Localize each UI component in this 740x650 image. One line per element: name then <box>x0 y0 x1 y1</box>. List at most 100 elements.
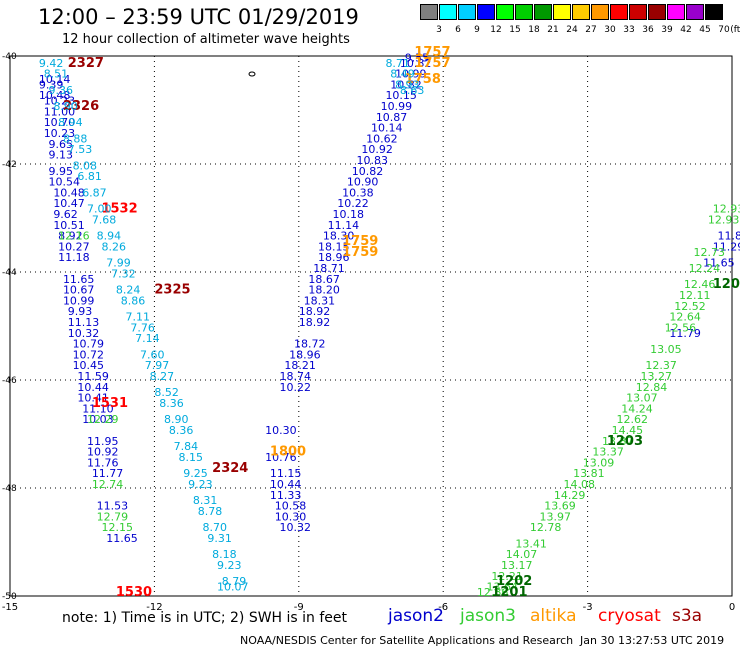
wave-height-label: 7.60 <box>140 348 165 361</box>
wave-height-label: 10.18 <box>332 208 364 221</box>
wave-height-label: 10.92 <box>361 143 393 156</box>
wave-height-label: 10.32 <box>68 327 100 340</box>
wave-height-label: 11.65 <box>703 257 735 270</box>
wave-height-label: 18.74 <box>280 370 312 383</box>
pass-time-label: 1203 <box>607 434 643 449</box>
wave-height-label: 7.00 <box>87 203 112 216</box>
wave-height-label: 6.81 <box>77 170 102 183</box>
x-tick-label: -12 <box>146 602 162 613</box>
y-tick-label: -46 <box>2 376 17 386</box>
wave-height-label: 12.64 <box>669 311 701 324</box>
wave-height-label: 9.42 <box>39 57 64 70</box>
legend-label: 9 <box>474 25 480 35</box>
wave-height-label: 18.96 <box>318 251 350 264</box>
wave-height-label: 12.73 <box>693 246 725 259</box>
wave-height-label: 9.65 <box>49 138 74 151</box>
wave-height-label: 10.62 <box>366 132 398 145</box>
wave-height-label: 10.82 <box>352 165 384 178</box>
wave-height-label: 12.84 <box>636 381 668 394</box>
wave-height-label: 12.46 <box>684 278 716 291</box>
wave-height-label: 10.99 <box>395 68 427 81</box>
wave-height-label: 12.11 <box>679 289 711 302</box>
wave-height-label: 13.09 <box>583 456 615 469</box>
wave-height-label: 9.23 <box>188 478 213 491</box>
legend-swatch <box>439 4 457 20</box>
chart-title: 12:00 – 23:59 UTC 01/29/2019 <box>38 5 359 29</box>
legend-swatch <box>515 4 533 20</box>
wave-height-label: 10.99 <box>63 294 95 307</box>
legend-swatch <box>686 4 704 20</box>
pass-time-label: 2327 <box>68 56 104 71</box>
wave-height-label: 10.87 <box>376 111 408 124</box>
legend-swatch <box>610 4 628 20</box>
wave-height-label: 8.18 <box>212 548 237 561</box>
wave-height-label: 10.45 <box>73 359 105 372</box>
wave-height-label: 10.22 <box>280 381 312 394</box>
wave-height-label: 10.30 <box>275 510 307 523</box>
wave-height-label: 14.08 <box>564 478 596 491</box>
wave-height-label: 10.14 <box>371 122 403 135</box>
wave-height-label: 10.30 <box>265 424 297 437</box>
wave-height-label: 10.27 <box>58 240 89 253</box>
wave-height-label: 13.07 <box>626 392 658 405</box>
wave-height-label: 10.47 <box>53 197 85 210</box>
wave-height-label: 14.24 <box>621 402 653 415</box>
wave-height-label: 8.52 <box>154 386 179 399</box>
wave-height-label: 8.88 <box>63 132 88 145</box>
wave-height-label: 18.21 <box>284 359 316 372</box>
pass-time-label: 1202 <box>496 574 532 589</box>
wave-height-label: 8.24 <box>116 284 141 297</box>
wave-height-label: 10.44 <box>270 478 302 491</box>
pass-time-label: 1800 <box>270 445 306 460</box>
wave-height-label: 11.33 <box>270 489 302 502</box>
wave-height-label: 10.82 <box>400 57 432 70</box>
wave-height-label: 13.27 <box>641 370 673 383</box>
mission-cryosat: cryosat <box>598 606 661 626</box>
wave-height-label: 7.68 <box>92 213 117 226</box>
wave-height-label: 11.29 <box>713 240 740 253</box>
wave-height-label: 9.62 <box>53 208 78 221</box>
wave-height-label: 13.87 <box>602 435 634 448</box>
legend-swatch <box>572 4 590 20</box>
wave-height-label: 10.32 <box>280 521 312 534</box>
wave-height-label: 11.14 <box>328 219 360 232</box>
legend-label: 30 <box>604 25 616 35</box>
legend-swatch <box>705 4 723 20</box>
wave-height-label: 7.84 <box>174 440 199 453</box>
wave-height-label: 18.92 <box>299 305 331 318</box>
wave-height-label: 8.15 <box>178 451 203 464</box>
wave-height-label: 12.24 <box>689 262 721 275</box>
wave-height-label: 8.31 <box>193 494 218 507</box>
wave-height-label: 8.70 <box>203 521 228 534</box>
wave-height-label: 11.18 <box>58 251 89 264</box>
legend-swatch <box>629 4 647 20</box>
wave-height-label: 10.07 <box>217 581 249 594</box>
legend-label: 33 <box>623 25 635 35</box>
wave-height-label: 18.72 <box>294 338 326 351</box>
legend-label: 39 <box>661 25 673 35</box>
wave-height-label: 10.51 <box>53 219 85 232</box>
pass-time-label: 1757 <box>414 56 450 71</box>
pass-time-label: 1530 <box>116 585 152 600</box>
pass-time-label: 2326 <box>63 99 99 114</box>
wave-height-label: 11.83 <box>718 230 740 243</box>
wave-height-label: 12.74 <box>92 478 124 491</box>
wave-height-label: 10.14 <box>39 73 71 86</box>
wave-height-label: 9.55 <box>405 51 430 64</box>
wave-height-label: 13.69 <box>544 500 576 513</box>
wave-height-label: 9.25 <box>183 467 208 480</box>
wave-height-label: 8.94 <box>97 230 122 243</box>
wave-height-label: 18.20 <box>308 284 340 297</box>
wave-height-label: 12.52 <box>674 300 706 313</box>
wave-height-label: 9.23 <box>217 559 242 572</box>
pass-time-label: 1532 <box>101 202 137 217</box>
wave-height-label: 9.39 <box>39 78 64 91</box>
wave-height-label: 11.65 <box>63 273 95 286</box>
legend-label: 24 <box>566 25 578 35</box>
y-tick-label: -44 <box>2 268 17 278</box>
wave-height-label: 10.82 <box>390 78 422 91</box>
wave-height-label: 9.36 <box>49 84 74 97</box>
wave-height-label: 7.97 <box>145 359 170 372</box>
legend-label: 36 <box>642 25 654 35</box>
credit-line: NOAA/NESDIS Center for Satellite Applica… <box>240 634 574 647</box>
